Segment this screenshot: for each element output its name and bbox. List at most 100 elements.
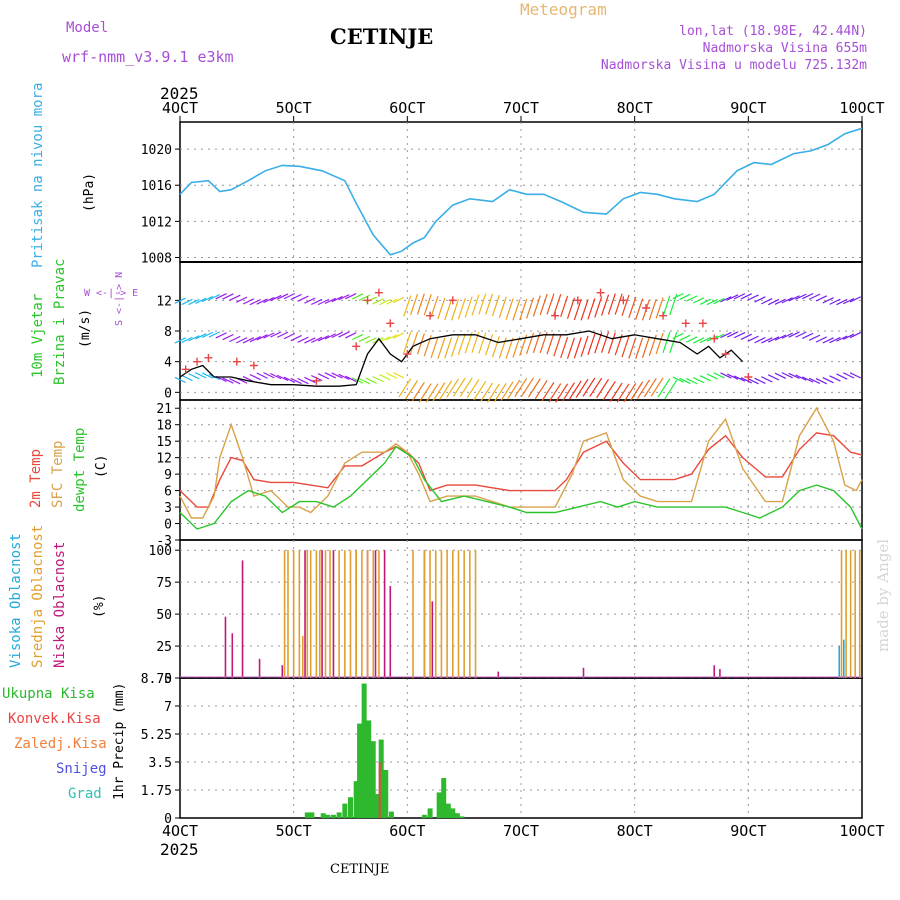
precip-bar [375,794,381,818]
wind-arrow [842,297,855,305]
wind-gust-mark [403,350,412,358]
wind-arrow [637,379,650,399]
wind-arrow [607,332,616,354]
wind-arrow [276,331,289,338]
wind-arrow [815,295,828,302]
wind-arrow [505,298,514,320]
year-bottom: 2025 [160,840,199,859]
wind-arrow [242,375,255,383]
wind-arrow [580,299,589,321]
wind-arrow [643,378,657,398]
wind-arrow [338,294,350,301]
wind-arrow [822,337,834,344]
precip-bar [441,778,447,818]
wind-arrow [195,333,207,340]
wind-arrow [249,298,261,306]
wind-arrow [553,335,562,357]
wind-arrow [761,337,773,344]
wind-arrow [692,337,705,344]
wind-arrow [379,298,391,306]
wind-arrow [672,376,684,383]
wind-arrow [514,377,528,398]
xtick-label-bottom: 9OCT [730,822,766,840]
wind-arrow [478,332,487,354]
wind-arrow [521,377,535,397]
wind-arrow [546,293,555,315]
wind-arrow [849,372,862,379]
wind-arrow [423,294,432,316]
wind-ytick-label: 8 [164,325,172,340]
precip-bar [378,762,381,818]
wind-gust-mark [642,304,651,312]
wind-arrow [386,372,398,379]
wind-gust-mark [659,311,668,320]
wind-arrow [781,297,793,304]
wind-arrow [229,294,241,301]
wind-arrow [672,292,684,300]
wind-arrow [485,334,494,356]
wind-arrow [655,297,664,319]
wind-arrow [444,337,453,359]
pressure-ytick-label: 1008 [141,251,172,266]
temp-ytick-label: -3 [156,534,172,549]
wind-arrow [379,374,391,381]
wind-arrow [450,299,460,321]
wind-gust-mark [426,311,435,320]
wind-arrow [686,336,698,343]
precip-bar [454,813,460,818]
wind-arrow [720,296,732,303]
wind-arrow [795,293,807,300]
wind-arrow [222,333,234,341]
wind-arrow [808,293,821,300]
xtick-label-top: 4OCT [162,99,198,117]
wind-arrow [548,383,562,403]
wind-arrow [403,331,412,353]
wind-arrow [290,377,302,385]
wind-arrow [473,381,487,401]
temp-series-2m [179,432,863,508]
precip-label-conv: Konvek.Kisa [8,711,101,727]
wind-ytick-label: 4 [164,356,172,371]
wind-arrow [546,333,555,355]
temp-ytick-label: 15 [156,435,172,450]
wind-arrow [345,375,357,382]
wind-arrow [437,337,446,359]
wind-arrow [580,335,589,357]
wind-arrow [452,377,466,397]
wind-arrow [662,295,671,317]
wind-arrow [386,298,398,305]
wind-arrow [304,297,316,304]
wind-arrow [256,334,268,341]
wind-arrow [229,378,241,385]
wind-arrow [222,377,234,384]
precip-bar [336,812,342,818]
wind-arrow [534,380,548,400]
wind-arrow [270,294,282,302]
wind-arrow [519,298,528,321]
wind-arrow [555,383,569,403]
wind-arrow [471,294,480,316]
wind-arrow [430,336,439,359]
wind-arrow [808,334,821,341]
precip-ytick-label: 1.75 [141,784,172,799]
wind-arrow [720,372,732,379]
wind-arrow [836,373,848,380]
temp-series-sfc [179,406,863,519]
wind-arrow [621,335,630,358]
wind-arrow [263,296,275,304]
precip-bar [330,814,336,818]
wind-arrow [553,294,562,316]
wind-arrow [679,377,691,385]
wind-arrow [594,296,603,318]
wind-arrow [727,373,739,380]
wind-arrow [181,298,193,306]
wind-gust-mark [573,296,582,305]
wind-arrow [505,337,514,359]
wind-arrow [392,332,405,339]
wind-arrow [822,377,834,384]
wind-arrow [466,379,480,399]
wind-arrow [829,336,841,344]
wind-arrow [733,331,746,339]
wind-arrow [222,293,234,300]
wind-arrow [256,298,268,305]
